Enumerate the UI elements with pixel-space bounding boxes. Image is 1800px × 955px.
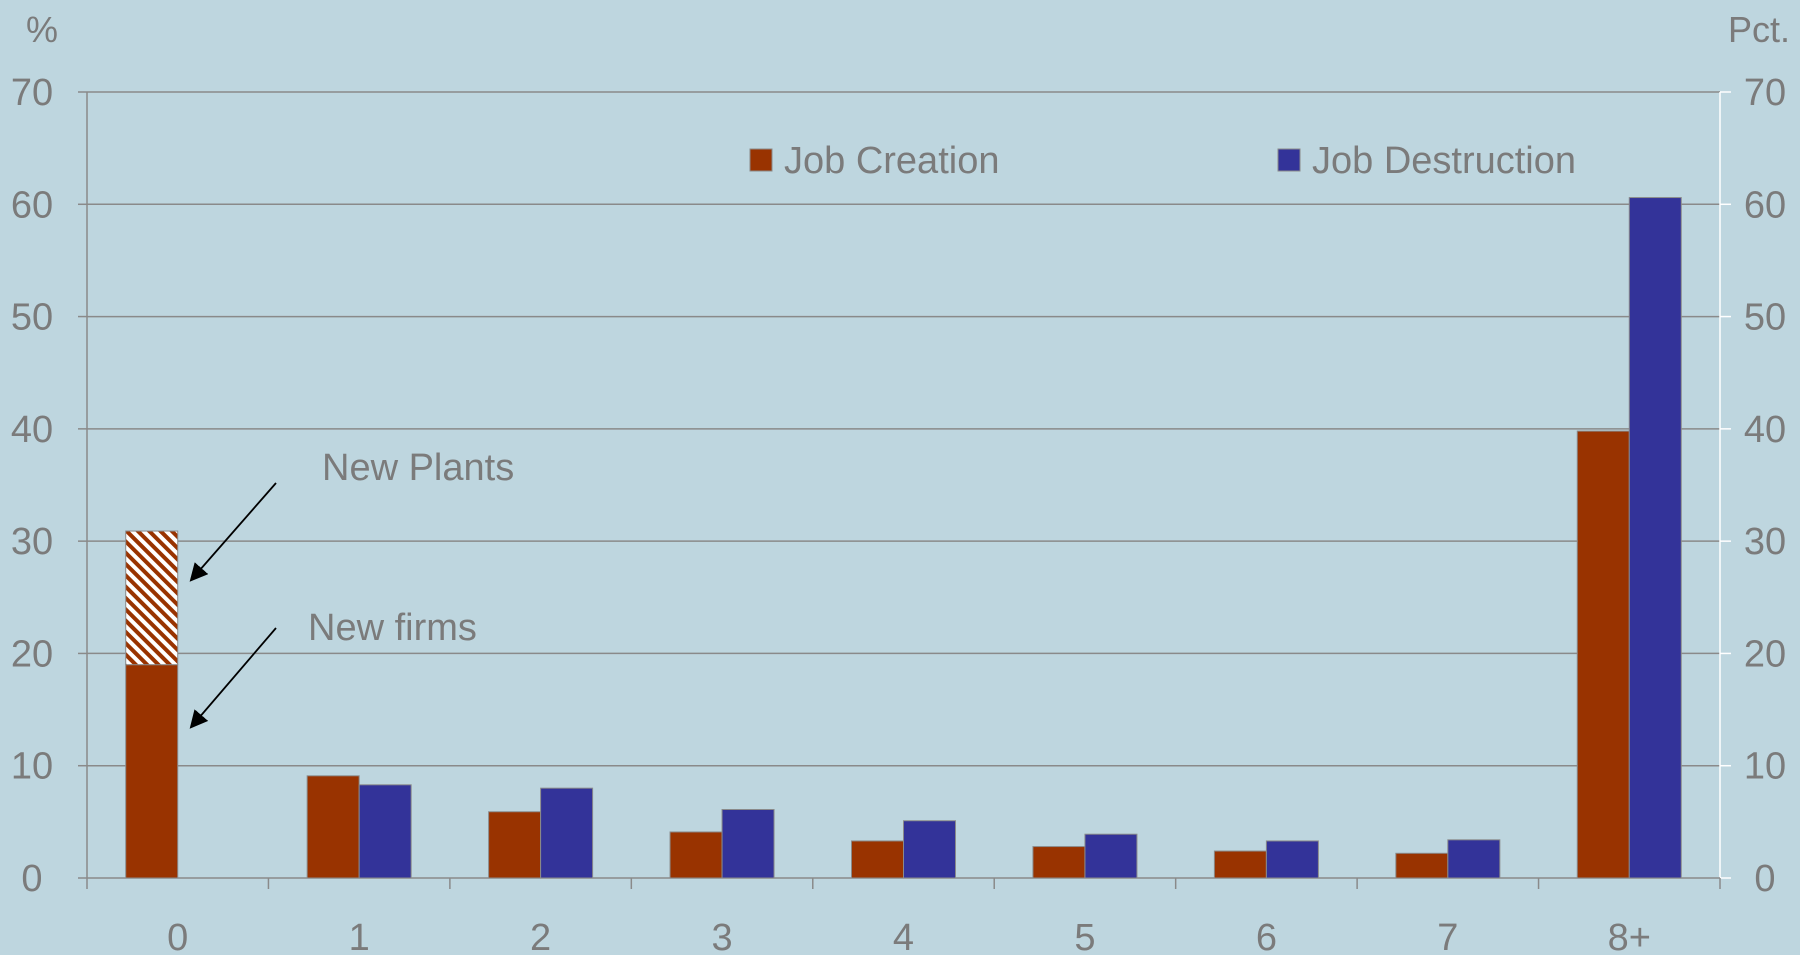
- right-tick-label: 60: [1744, 184, 1786, 226]
- left-tick-label: 40: [11, 409, 53, 451]
- right-tick-label: 50: [1744, 297, 1786, 339]
- x-tick-label: 2: [530, 917, 551, 955]
- tick-labels: 0 10 20 30 40 50 60 70 0 10 20 30 40 50 60 70% Pct. 0 1 2 3 4…: [11, 9, 1790, 955]
- legend-swatch-1: [1277, 148, 1301, 172]
- bar-job-creation-8plus: [1576, 430, 1630, 879]
- right-tick-label: 30: [1744, 521, 1786, 563]
- left-tick-label: 20: [11, 633, 53, 675]
- bar-job-creation-2: [488, 811, 542, 879]
- x-tick-label: 5: [1074, 917, 1095, 955]
- right-tick-label: 20: [1744, 633, 1786, 675]
- x-tick-label: 1: [349, 917, 370, 955]
- right-axis-unit: Pct.: [1728, 9, 1790, 50]
- left-tick-label: 60: [11, 184, 53, 226]
- left-axis-unit: %: [26, 9, 58, 50]
- left-tick-label: 10: [11, 746, 53, 788]
- legend-label-0: Job Creation: [784, 140, 999, 182]
- annotation-arrow-1: [189, 627, 277, 729]
- x-tick-label: 4: [893, 917, 914, 955]
- legend-swatch-0: [749, 148, 773, 172]
- bar-job-destruction-1: [358, 784, 412, 879]
- bar-job-destruction-5: [1084, 833, 1138, 879]
- x-tick-label: 8+: [1608, 917, 1651, 955]
- bars: [125, 197, 1682, 879]
- left-tick-label: 50: [11, 297, 53, 339]
- bar-job-creation-0-new-plants-segment: [125, 530, 179, 666]
- bar-job-destruction-8plus: [1628, 197, 1682, 879]
- axes: [78, 91, 1731, 889]
- left-tick-label: 70: [11, 72, 53, 114]
- bar-job-destruction-7: [1447, 839, 1501, 879]
- right-tick-label: 40: [1744, 409, 1786, 451]
- bar-job-creation-0: [125, 664, 179, 879]
- annotation-new-plants: New Plants: [322, 447, 514, 489]
- bar-job-destruction-4: [903, 820, 956, 879]
- bar-job-creation-3: [669, 831, 723, 879]
- x-tick-label: 0: [167, 917, 188, 955]
- x-tick-label: 7: [1437, 917, 1458, 955]
- x-tick-label: 6: [1256, 917, 1277, 955]
- gridlines: [87, 91, 1720, 767]
- bar-job-creation-6: [1213, 850, 1267, 879]
- bar-job-creation-7: [1395, 852, 1449, 879]
- left-tick-label: 0: [21, 858, 42, 900]
- x-tick-label: 3: [711, 917, 732, 955]
- bar-job-destruction-2: [540, 787, 594, 879]
- bar-job-creation-5: [1032, 846, 1086, 879]
- bar-job-destruction-6: [1265, 840, 1319, 879]
- bar-job-destruction-3: [721, 809, 775, 879]
- annotation-new-firms: New firms: [308, 607, 477, 649]
- left-tick-label: 30: [11, 521, 53, 563]
- bar-job-creation-1: [306, 775, 360, 879]
- annotation-arrow-0: [189, 482, 277, 582]
- bar-job-creation-4: [851, 840, 904, 879]
- legend: Job Creation Job Destruction: [749, 140, 1576, 182]
- right-tick-label: 70: [1744, 72, 1786, 114]
- annotations: New Plants New firms: [189, 447, 514, 729]
- right-tick-label: 0: [1754, 858, 1775, 900]
- legend-label-1: Job Destruction: [1312, 140, 1576, 182]
- right-tick-label: 10: [1744, 746, 1786, 788]
